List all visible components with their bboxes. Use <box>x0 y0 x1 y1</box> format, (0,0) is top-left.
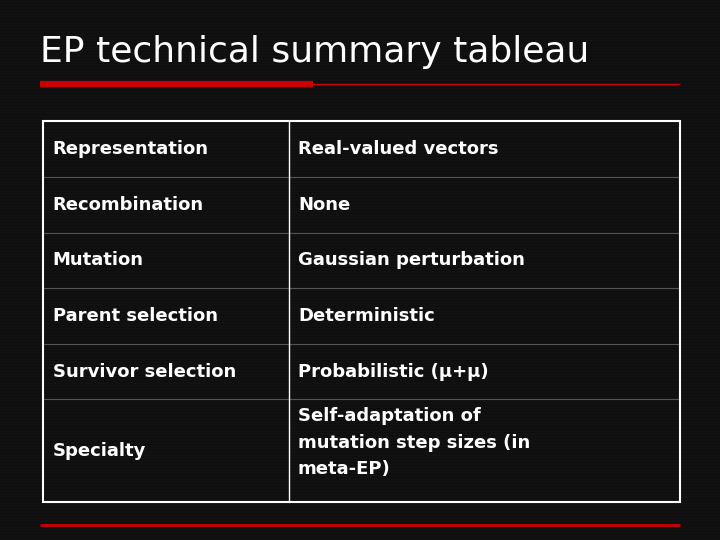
Text: Probabilistic (μ+μ): Probabilistic (μ+μ) <box>298 362 488 381</box>
Bar <box>43 122 680 502</box>
Text: Survivor selection: Survivor selection <box>53 362 236 381</box>
Text: EP technical summary tableau: EP technical summary tableau <box>40 35 589 69</box>
Text: None: None <box>298 196 350 214</box>
Text: Specialty: Specialty <box>53 442 146 460</box>
Text: Recombination: Recombination <box>53 196 204 214</box>
Text: Gaussian perturbation: Gaussian perturbation <box>298 252 525 269</box>
Text: Real-valued vectors: Real-valued vectors <box>298 140 498 158</box>
Text: Self-adaptation of
mutation step sizes (in
meta-EP): Self-adaptation of mutation step sizes (… <box>298 408 530 478</box>
Text: Parent selection: Parent selection <box>53 307 217 325</box>
Text: Deterministic: Deterministic <box>298 307 435 325</box>
Text: Mutation: Mutation <box>53 252 143 269</box>
Text: Representation: Representation <box>53 140 209 158</box>
